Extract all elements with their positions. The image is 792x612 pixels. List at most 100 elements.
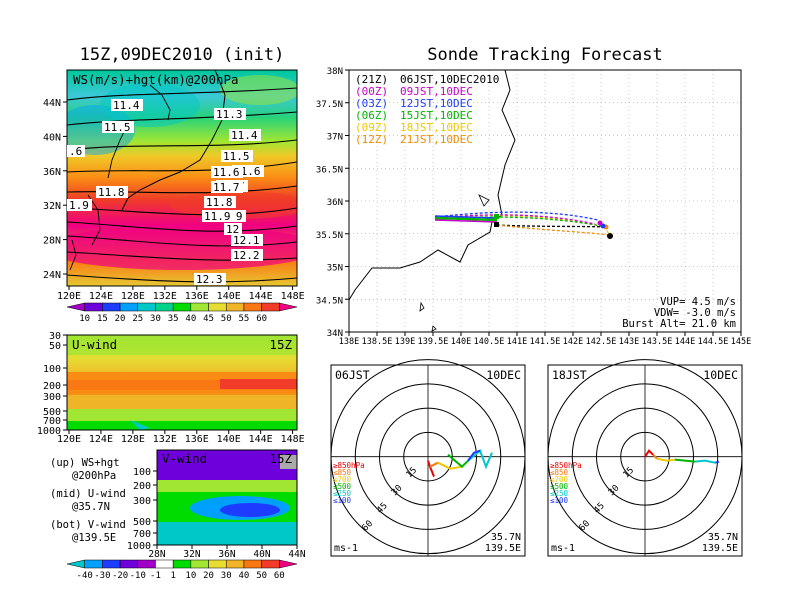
pressure-legend-item: ≤100 <box>550 496 569 505</box>
note-line: @200hPa <box>72 470 116 482</box>
colorbar-cell <box>279 559 298 569</box>
contour-label-bg <box>211 181 243 193</box>
colorbar-label: 45 <box>203 314 214 324</box>
contour-label: 11.4 <box>231 129 258 142</box>
note-line: @35.7N <box>72 501 110 513</box>
pressure-legend-item: ≤250 <box>333 489 352 498</box>
legend-time: 09JST,10DEC <box>400 85 473 98</box>
colorbar-label: 20 <box>115 314 126 324</box>
hodograph-trace <box>694 459 716 464</box>
y-tick-label: 1000 <box>37 426 61 437</box>
colorbar-label: -10 <box>130 571 146 581</box>
x-tick-label: 120E <box>57 434 81 445</box>
y-tick-label: 500 <box>43 407 61 418</box>
contour-label-bg <box>194 273 226 285</box>
launch-param: VUP= 4.5 m/s <box>660 296 736 308</box>
wind-speed-map: WS(m/s)+hgt(km)@200hPa 11.411.511.611.71… <box>43 69 305 302</box>
y-tick-label: 34N <box>327 329 343 339</box>
x-tick-label: 140E <box>217 291 241 302</box>
legend-time: 21JST,10DEC <box>400 133 473 146</box>
x-tick-label: 145E <box>731 337 751 347</box>
y-tick-label: 36.5N <box>316 165 343 175</box>
colorbar-label: 30 <box>221 571 232 581</box>
x-tick-label: 142E <box>563 337 583 347</box>
colorbar-label: 1 <box>170 571 175 581</box>
colorbar-cell <box>84 559 103 569</box>
legend-code: (03Z) <box>355 97 388 110</box>
colorbar-cell <box>119 559 139 569</box>
x-tick-label: 124E <box>89 434 113 445</box>
contour-label-bg <box>224 223 242 235</box>
y-tick-label: 700 <box>43 416 61 427</box>
x-tick-label: 144E <box>675 337 695 347</box>
hodograph-unit: ms-1 <box>551 543 575 554</box>
hodograph-time: 06JST <box>335 368 370 382</box>
contour-label-bg <box>67 199 92 211</box>
x-tick-label: 132E <box>153 434 177 445</box>
contour-label-bg <box>111 99 143 111</box>
colorbar-cell <box>225 302 245 312</box>
x-tick-label: 142.5E <box>586 337 617 347</box>
x-tick-label: 141E <box>507 337 527 347</box>
x-tick-label: 141.5E <box>530 337 561 347</box>
hodograph-trace <box>429 461 439 468</box>
x-tick-label: 36N <box>218 549 235 560</box>
y-tick-label: 40N <box>43 132 61 143</box>
contour-label: .6 <box>69 145 82 158</box>
x-tick-label: 143E <box>619 337 639 347</box>
colorbar-cell <box>225 559 245 569</box>
y-tick-label: 37N <box>327 133 343 143</box>
u-wind-label: U-wind <box>72 337 117 352</box>
colorbar-cell <box>84 302 103 312</box>
map-panel-label: WS(m/s)+hgt(km)@200hPa <box>73 72 239 87</box>
y-tick-label: 100 <box>133 467 151 478</box>
colorbar-label: 15 <box>97 314 108 324</box>
colorbar-label: 40 <box>239 571 250 581</box>
hodograph-trace <box>437 461 463 470</box>
hodograph-trace <box>656 457 676 462</box>
contour-label: 11.4 <box>113 99 140 112</box>
x-tick-label: 40N <box>253 549 270 560</box>
colorbar-cell <box>66 302 85 312</box>
panel-notes: (up) WS+hgt@200hPa (mid) U-wind@35.7N (bot… <box>50 457 126 544</box>
contour-label-bg <box>204 196 236 208</box>
x-tick-label: 44N <box>288 549 305 560</box>
x-tick-label: 139.5E <box>418 337 449 347</box>
colorbar-label: 50 <box>221 314 232 324</box>
note-line: (bot) V-wind <box>50 519 126 531</box>
colorbar-cell <box>208 559 227 569</box>
colorbar-label: -30 <box>94 571 110 581</box>
legend-code: (06Z) <box>355 109 388 122</box>
x-tick-label: 120E <box>57 291 81 302</box>
wind-speed-colorbar: 10 15 20 25 30 35 40 45 50 55 60 <box>66 302 298 324</box>
contour-label: 11.8 <box>98 186 125 199</box>
legend-time: 06JST,10DEC2010 <box>400 73 499 86</box>
pressure-legend-item: ≤250 <box>550 489 569 498</box>
hodograph-trace <box>467 449 493 470</box>
y-tick-label: 37.5N <box>316 100 343 110</box>
y-tick-label: 100 <box>43 364 61 375</box>
contour-label: 11.7 <box>213 181 240 194</box>
contour-label: 11.8 <box>206 196 233 209</box>
x-tick-label: 138.5E <box>362 337 393 347</box>
y-tick-label: 32N <box>43 201 61 212</box>
y-tick-label: 34.5N <box>316 296 343 306</box>
map-axis-ticks: 120E 124E 128E 132E 136E 140E 144E 148E 24N 28N 32… <box>43 98 305 302</box>
x-tick-label: 148E <box>281 291 305 302</box>
legend-code: (12Z) <box>355 133 388 146</box>
v-wind-label: V-wind <box>162 451 207 466</box>
contour-label: 12 <box>226 223 239 236</box>
pressure-legend-item: ≤850 <box>333 468 352 477</box>
colorbar-label: 10 <box>79 314 90 324</box>
hodograph-date: 10DEC <box>703 368 738 382</box>
pressure-legend-item: ≤500 <box>333 482 352 491</box>
pressure-legend-item: ≤700 <box>333 475 352 484</box>
y-tick-label: 30 <box>49 331 61 342</box>
contour-label: 11.3 <box>216 108 243 121</box>
colorbar-cell <box>261 302 280 312</box>
